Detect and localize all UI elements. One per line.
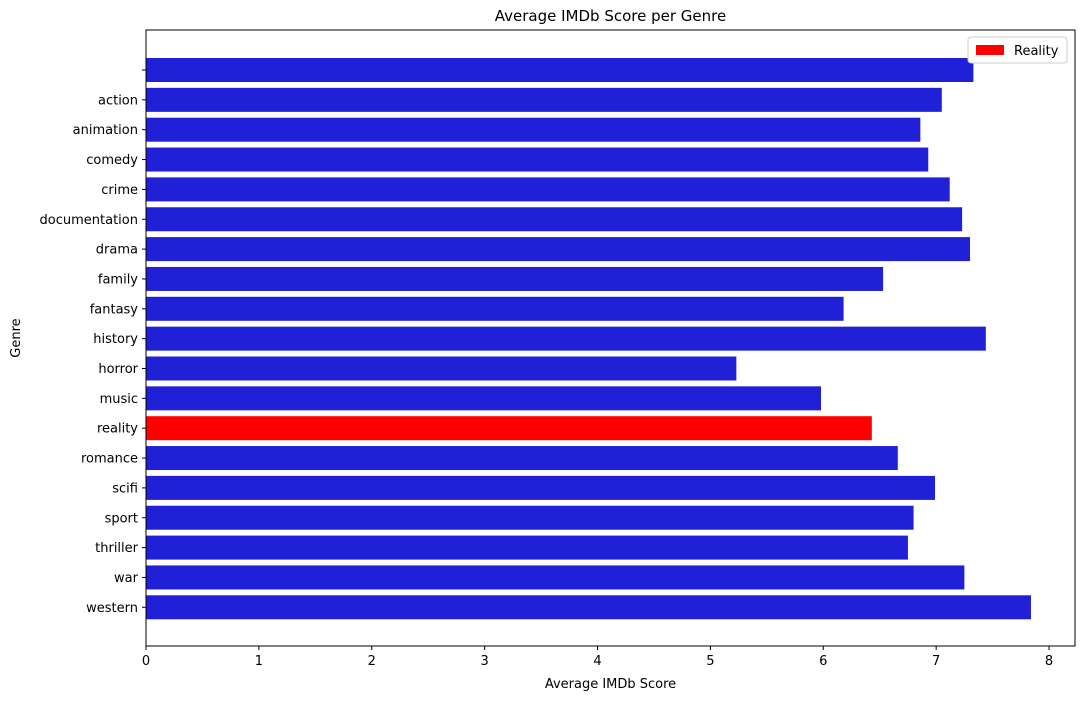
y-tick-label-animation: animation bbox=[73, 123, 138, 138]
bar-unnamed bbox=[146, 58, 974, 82]
bar-drama bbox=[146, 237, 971, 262]
y-tick-label-scifi: scifi bbox=[112, 481, 138, 496]
bar-documentation bbox=[146, 207, 963, 232]
x-axis-title: Average IMDb Score bbox=[545, 677, 676, 692]
x-tick-label-1: 1 bbox=[255, 654, 263, 669]
x-tick-label-8: 8 bbox=[1045, 654, 1053, 669]
y-axis-title: Genre bbox=[9, 318, 24, 357]
x-tick-label-7: 7 bbox=[932, 654, 940, 669]
ticks-layer: action animation comedy crime documentation d… bbox=[40, 69, 1053, 669]
bar-fantasy bbox=[146, 296, 844, 321]
legend-label-reality: Reality bbox=[1014, 44, 1059, 59]
y-tick-label-drama: drama bbox=[96, 243, 138, 258]
y-tick-label-fantasy: fantasy bbox=[90, 302, 139, 317]
bar-horror bbox=[146, 356, 737, 381]
x-tick-label-3: 3 bbox=[480, 654, 488, 669]
bar-western bbox=[146, 595, 1031, 620]
bar-crime bbox=[146, 177, 950, 202]
y-tick-label-crime: crime bbox=[101, 183, 138, 198]
x-tick-label-2: 2 bbox=[368, 654, 376, 669]
bar-war bbox=[146, 565, 965, 590]
bar-thriller bbox=[146, 535, 908, 560]
legend: Reality bbox=[967, 36, 1068, 64]
y-tick-label-romance: romance bbox=[81, 452, 138, 467]
bar-music bbox=[146, 386, 822, 411]
x-tick-label-4: 4 bbox=[593, 654, 601, 669]
y-tick-label-reality: reality bbox=[97, 422, 138, 437]
y-tick-label-western: western bbox=[86, 601, 138, 616]
y-tick-label-thriller: thriller bbox=[95, 541, 139, 556]
y-tick-label-history: history bbox=[93, 332, 138, 347]
y-tick-label-war: war bbox=[114, 571, 139, 586]
bar-scifi bbox=[146, 475, 936, 500]
bar-action bbox=[146, 87, 942, 112]
x-tick-label-6: 6 bbox=[819, 654, 827, 669]
legend-swatch-reality bbox=[976, 45, 1004, 55]
bar-reality bbox=[146, 416, 872, 441]
bar-history bbox=[146, 326, 986, 351]
plot-frame bbox=[145, 29, 1076, 647]
chart-title: Average IMDb Score per Genre bbox=[495, 7, 726, 25]
y-tick-label-comedy: comedy bbox=[86, 153, 138, 168]
bar-comedy bbox=[146, 147, 929, 172]
y-tick-label-family: family bbox=[98, 272, 138, 287]
x-tick-label-0: 0 bbox=[142, 654, 150, 669]
x-tick-label-5: 5 bbox=[706, 654, 714, 669]
bar-animation bbox=[146, 117, 921, 142]
legend-box bbox=[967, 36, 1068, 64]
y-tick-label-horror: horror bbox=[98, 362, 138, 377]
y-tick-label-sport: sport bbox=[105, 511, 138, 526]
bar-family bbox=[146, 266, 884, 291]
bar-sport bbox=[146, 505, 914, 530]
y-tick-label-documentation: documentation bbox=[40, 213, 138, 228]
y-tick-label-action: action bbox=[98, 93, 138, 108]
bars-layer bbox=[146, 58, 1031, 620]
axes-layer bbox=[145, 29, 1076, 647]
y-tick-label-music: music bbox=[100, 392, 138, 407]
bar-romance bbox=[146, 446, 898, 471]
